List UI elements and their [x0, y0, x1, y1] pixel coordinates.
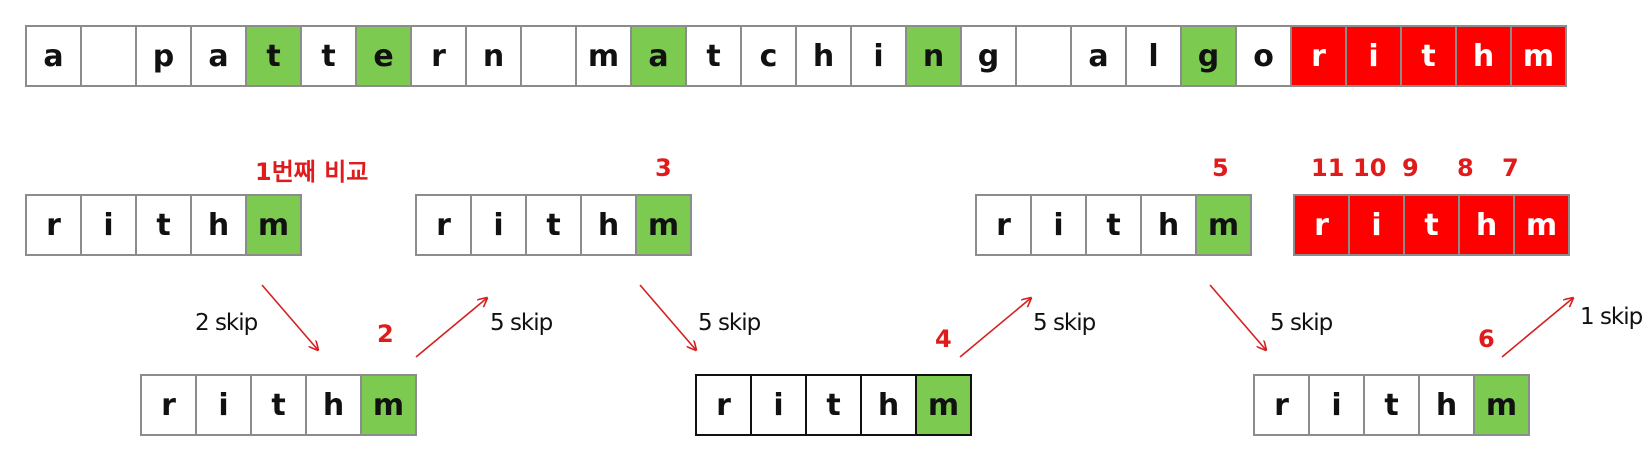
- step-label-8: 8: [1457, 154, 1474, 182]
- skip-label-4: 5 skip: [1033, 310, 1096, 336]
- pattern-row-final: r i t h m: [1293, 194, 1570, 256]
- step-label-3: 3: [655, 154, 672, 182]
- pattern-cell: m: [1473, 374, 1530, 436]
- step-label-11: 11: [1311, 154, 1345, 182]
- pattern-cell: t: [1363, 374, 1420, 436]
- text-cell: t: [245, 25, 302, 87]
- skip-label-6: 1 skip: [1580, 304, 1643, 330]
- text-cell: g: [960, 25, 1017, 87]
- step-label-1: 1번째 비교: [255, 158, 369, 186]
- text-cell: a: [25, 25, 82, 87]
- arrow-skip-3: [639, 284, 696, 350]
- text-cell: h: [795, 25, 852, 87]
- pattern-cell: h: [305, 374, 362, 436]
- skip-label-5: 5 skip: [1270, 310, 1333, 336]
- pattern-row-3: r i t h m: [415, 194, 692, 256]
- pattern-row-5: r i t h m: [975, 194, 1252, 256]
- step-label-9: 9: [1402, 154, 1419, 182]
- text-cell: r: [1290, 25, 1347, 87]
- text-cell: i: [850, 25, 907, 87]
- pattern-cell: m: [915, 374, 972, 436]
- step-label-5: 5: [1212, 154, 1229, 182]
- step-label-2: 2: [377, 320, 394, 348]
- pattern-cell: t: [135, 194, 192, 256]
- text-cell: n: [465, 25, 522, 87]
- pattern-cell: i: [1348, 194, 1405, 256]
- pattern-cell: t: [1403, 194, 1460, 256]
- arrow-skip-1: [261, 284, 318, 350]
- text-cell: t: [300, 25, 357, 87]
- text-cell: h: [1455, 25, 1512, 87]
- arrow-skip-5: [1209, 284, 1266, 350]
- step-label-10: 10: [1353, 154, 1387, 182]
- pattern-cell: i: [80, 194, 137, 256]
- pattern-cell: r: [415, 194, 472, 256]
- pattern-cell: t: [1085, 194, 1142, 256]
- pattern-cell: h: [190, 194, 247, 256]
- text-row: a p a t t e r n m a t c h i n g a l g o …: [25, 25, 1567, 87]
- pattern-row-4: r i t h m: [695, 374, 972, 436]
- skip-label-3: 5 skip: [698, 310, 761, 336]
- step-label-6: 6: [1478, 325, 1495, 353]
- pattern-cell: h: [1418, 374, 1475, 436]
- pattern-cell: r: [975, 194, 1032, 256]
- pattern-cell: h: [1458, 194, 1515, 256]
- arrow-skip-6: [1501, 298, 1573, 358]
- text-cell: r: [410, 25, 467, 87]
- pattern-cell: m: [245, 194, 302, 256]
- text-cell: a: [190, 25, 247, 87]
- pattern-cell: m: [635, 194, 692, 256]
- pattern-cell: m: [360, 374, 417, 436]
- pattern-cell: t: [805, 374, 862, 436]
- pattern-row-6: r i t h m: [1253, 374, 1530, 436]
- text-cell: [80, 25, 137, 87]
- arrow-skip-2: [415, 298, 487, 358]
- text-cell: t: [1400, 25, 1457, 87]
- skip-label-2: 5 skip: [490, 310, 553, 336]
- text-cell: t: [685, 25, 742, 87]
- text-cell: a: [630, 25, 687, 87]
- text-cell: c: [740, 25, 797, 87]
- step-label-4: 4: [935, 325, 952, 353]
- arrow-skip-4: [959, 298, 1031, 358]
- text-cell: m: [1510, 25, 1567, 87]
- pattern-cell: m: [1513, 194, 1570, 256]
- pattern-cell: m: [1195, 194, 1252, 256]
- pattern-row-2: r i t h m: [140, 374, 417, 436]
- pattern-cell: h: [1140, 194, 1197, 256]
- pattern-cell: i: [1030, 194, 1087, 256]
- step-label-7: 7: [1502, 154, 1519, 182]
- skip-label-1: 2 skip: [195, 310, 258, 336]
- text-cell: [520, 25, 577, 87]
- pattern-row-1: r i t h m: [25, 194, 302, 256]
